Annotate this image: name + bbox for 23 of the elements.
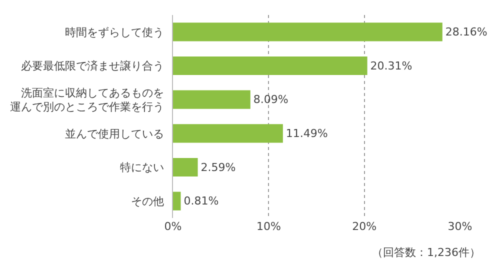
y-tick-label: 時間をずらして使う	[64, 26, 164, 39]
bar	[173, 124, 283, 143]
bar	[173, 90, 250, 109]
bar	[173, 158, 198, 177]
data-label: 8.09%	[253, 93, 288, 106]
x-tick-label: 30%	[448, 220, 472, 233]
bar	[173, 56, 368, 76]
y-tick-label: 必要最低限で済ませ譲り合う	[20, 60, 164, 73]
data-label: 2.59%	[200, 160, 236, 174]
data-label: 0.81%	[184, 194, 219, 208]
y-tick-label: その他	[130, 194, 164, 208]
bar	[173, 192, 181, 210]
y-tick-label: 洗面室に収納してあるものを運んで別のところで作業を行う	[10, 86, 164, 114]
data-label: 11.49%	[286, 126, 328, 140]
bar	[173, 22, 442, 42]
data-label: 28.16%	[445, 25, 488, 38]
y-tick-label: 並んで使用している	[64, 127, 164, 140]
y-tick-label: 特にない	[120, 161, 164, 174]
text: （回答数：1,236件）	[372, 246, 480, 259]
data-label: 20.31%	[370, 59, 412, 72]
x-tick-label: 10%	[256, 220, 281, 233]
x-tick-label: 20%	[352, 220, 377, 233]
x-tick-label: 0%	[164, 220, 182, 233]
